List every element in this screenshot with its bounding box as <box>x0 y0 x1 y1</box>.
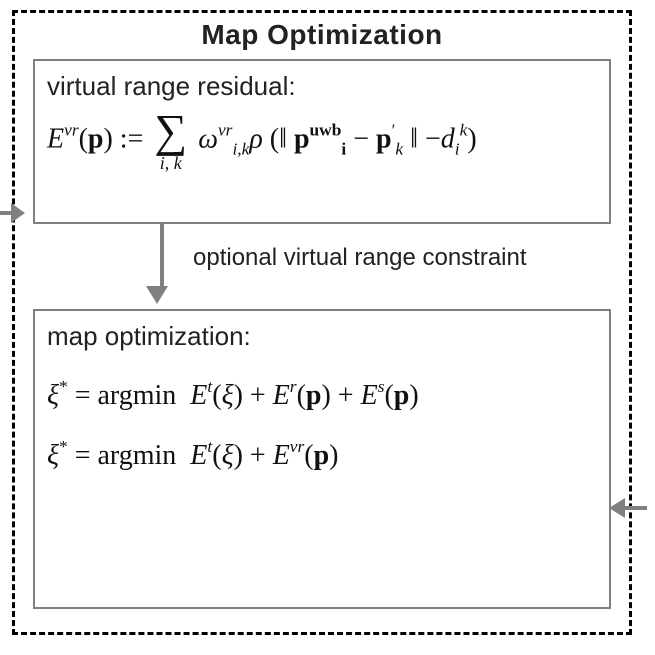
arrow-label: optional virtual range constraint <box>193 244 527 272</box>
p-arg: p <box>88 123 104 154</box>
down-arrow-icon <box>155 224 168 304</box>
map-opt-eq2: ξ* = argmin Et(ξ) + Evr(p) <box>47 440 597 472</box>
sigma-icon: ∑ <box>154 105 187 156</box>
map-optimization-box: map optimization: ξ* = argmin Et(ξ) + Er… <box>33 309 611 609</box>
incoming-arrow-right-icon <box>609 498 647 518</box>
virtual-range-equation: Evr(p) := ∑ i, k ωvri,kρ (‖ puwbi − p′k … <box>47 110 597 172</box>
block-title: Map Optimization <box>15 19 629 51</box>
incoming-arrow-left-icon <box>0 203 25 223</box>
summation: ∑ i, k <box>154 110 187 172</box>
E-symbol: E <box>47 123 64 154</box>
map-opt-eq1: ξ* = argmin Et(ξ) + Er(p) + Es(p) <box>47 380 597 412</box>
upper-label: virtual range residual: <box>47 71 597 102</box>
map-optimization-block: Map Optimization virtual range residual:… <box>12 10 632 635</box>
lower-label: map optimization: <box>47 321 597 352</box>
arrow-area: optional virtual range constraint <box>33 224 611 309</box>
virtual-range-residual-box: virtual range residual: Evr(p) := ∑ i, k… <box>33 59 611 224</box>
